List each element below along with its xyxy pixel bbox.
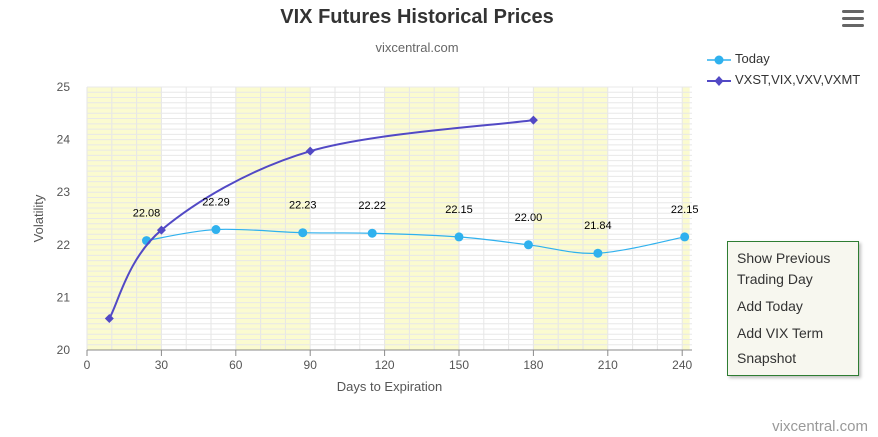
x-axis-title: Days to Expiration: [337, 379, 443, 394]
x-tick-label: 150: [449, 358, 469, 372]
y-tick-label: 23: [57, 185, 71, 199]
x-tick-label: 240: [672, 358, 692, 372]
legend-circle-marker-icon: [707, 55, 731, 65]
data-point: [593, 248, 603, 258]
hamburger-menu-icon[interactable]: [842, 10, 864, 30]
add-vix-term-menu-item[interactable]: Add VIX Term: [737, 325, 824, 341]
series-1: [104, 115, 538, 323]
x-tick-label: 210: [598, 358, 618, 372]
y-axis-title: Volatility: [31, 194, 46, 242]
credit-text: vixcentral.com: [772, 418, 868, 435]
y-tick-label: 24: [57, 133, 71, 147]
data-label: 22.08: [133, 208, 161, 220]
show-previous-trading-day-line2[interactable]: Trading Day: [737, 271, 813, 287]
grid-lines: [86, 86, 692, 351]
show-previous-trading-day-line1[interactable]: Show Previous: [737, 250, 831, 266]
x-tick-label: 0: [84, 358, 91, 372]
chart-subtitle: vixcentral.com: [375, 40, 459, 55]
data-label: 22.23: [289, 200, 317, 212]
x-tick-label: 30: [155, 358, 169, 372]
y-tick-label: 22: [57, 238, 71, 252]
series-0: [142, 225, 690, 258]
data-point: [298, 228, 308, 238]
data-point: [528, 115, 538, 125]
legend-diamond-marker-icon: [707, 76, 731, 86]
x-tick-label: 120: [375, 358, 395, 372]
data-labels: 22.08 22.29 22.23 22.22 22.15 22.00 21.84 22.15: [133, 197, 699, 233]
data-label: 22.00: [515, 212, 543, 224]
data-point: [156, 225, 166, 235]
data-point: [454, 232, 464, 242]
data-point: [104, 313, 114, 323]
legend-label-term-structure: VXST,VIX,VXV,VXMT: [735, 72, 861, 87]
data-point: [367, 228, 377, 238]
chart-context-menu: Show Previous Trading Day Add Today Add …: [727, 241, 859, 376]
data-point: [305, 146, 315, 156]
data-label: 22.15: [671, 204, 699, 216]
data-point: [523, 240, 533, 250]
y-tick-label: 25: [57, 80, 71, 94]
data-label: 21.84: [584, 220, 612, 232]
y-tick-label: 20: [57, 343, 71, 357]
chart-title: VIX Futures Historical Prices: [280, 6, 554, 28]
series-layer: [104, 115, 690, 323]
x-tick-label: 60: [229, 358, 243, 372]
data-label: 22.29: [202, 197, 230, 209]
snapshot-menu-item[interactable]: Snapshot: [737, 350, 797, 366]
add-today-menu-item[interactable]: Add Today: [737, 298, 803, 314]
data-label: 22.15: [445, 204, 473, 216]
x-tick-label: 90: [304, 358, 318, 372]
data-label: 22.22: [358, 200, 386, 212]
x-tick-label: 180: [523, 358, 543, 372]
data-point: [680, 232, 690, 242]
axes: 0 30 60 90 120 150 180 210 240 20 21 22 23 24 25 Days t…: [31, 80, 693, 394]
series-line-1: [108, 119, 534, 319]
y-tick-label: 21: [57, 290, 71, 304]
legend-label-today: Today: [735, 51, 770, 66]
data-point: [211, 225, 221, 235]
